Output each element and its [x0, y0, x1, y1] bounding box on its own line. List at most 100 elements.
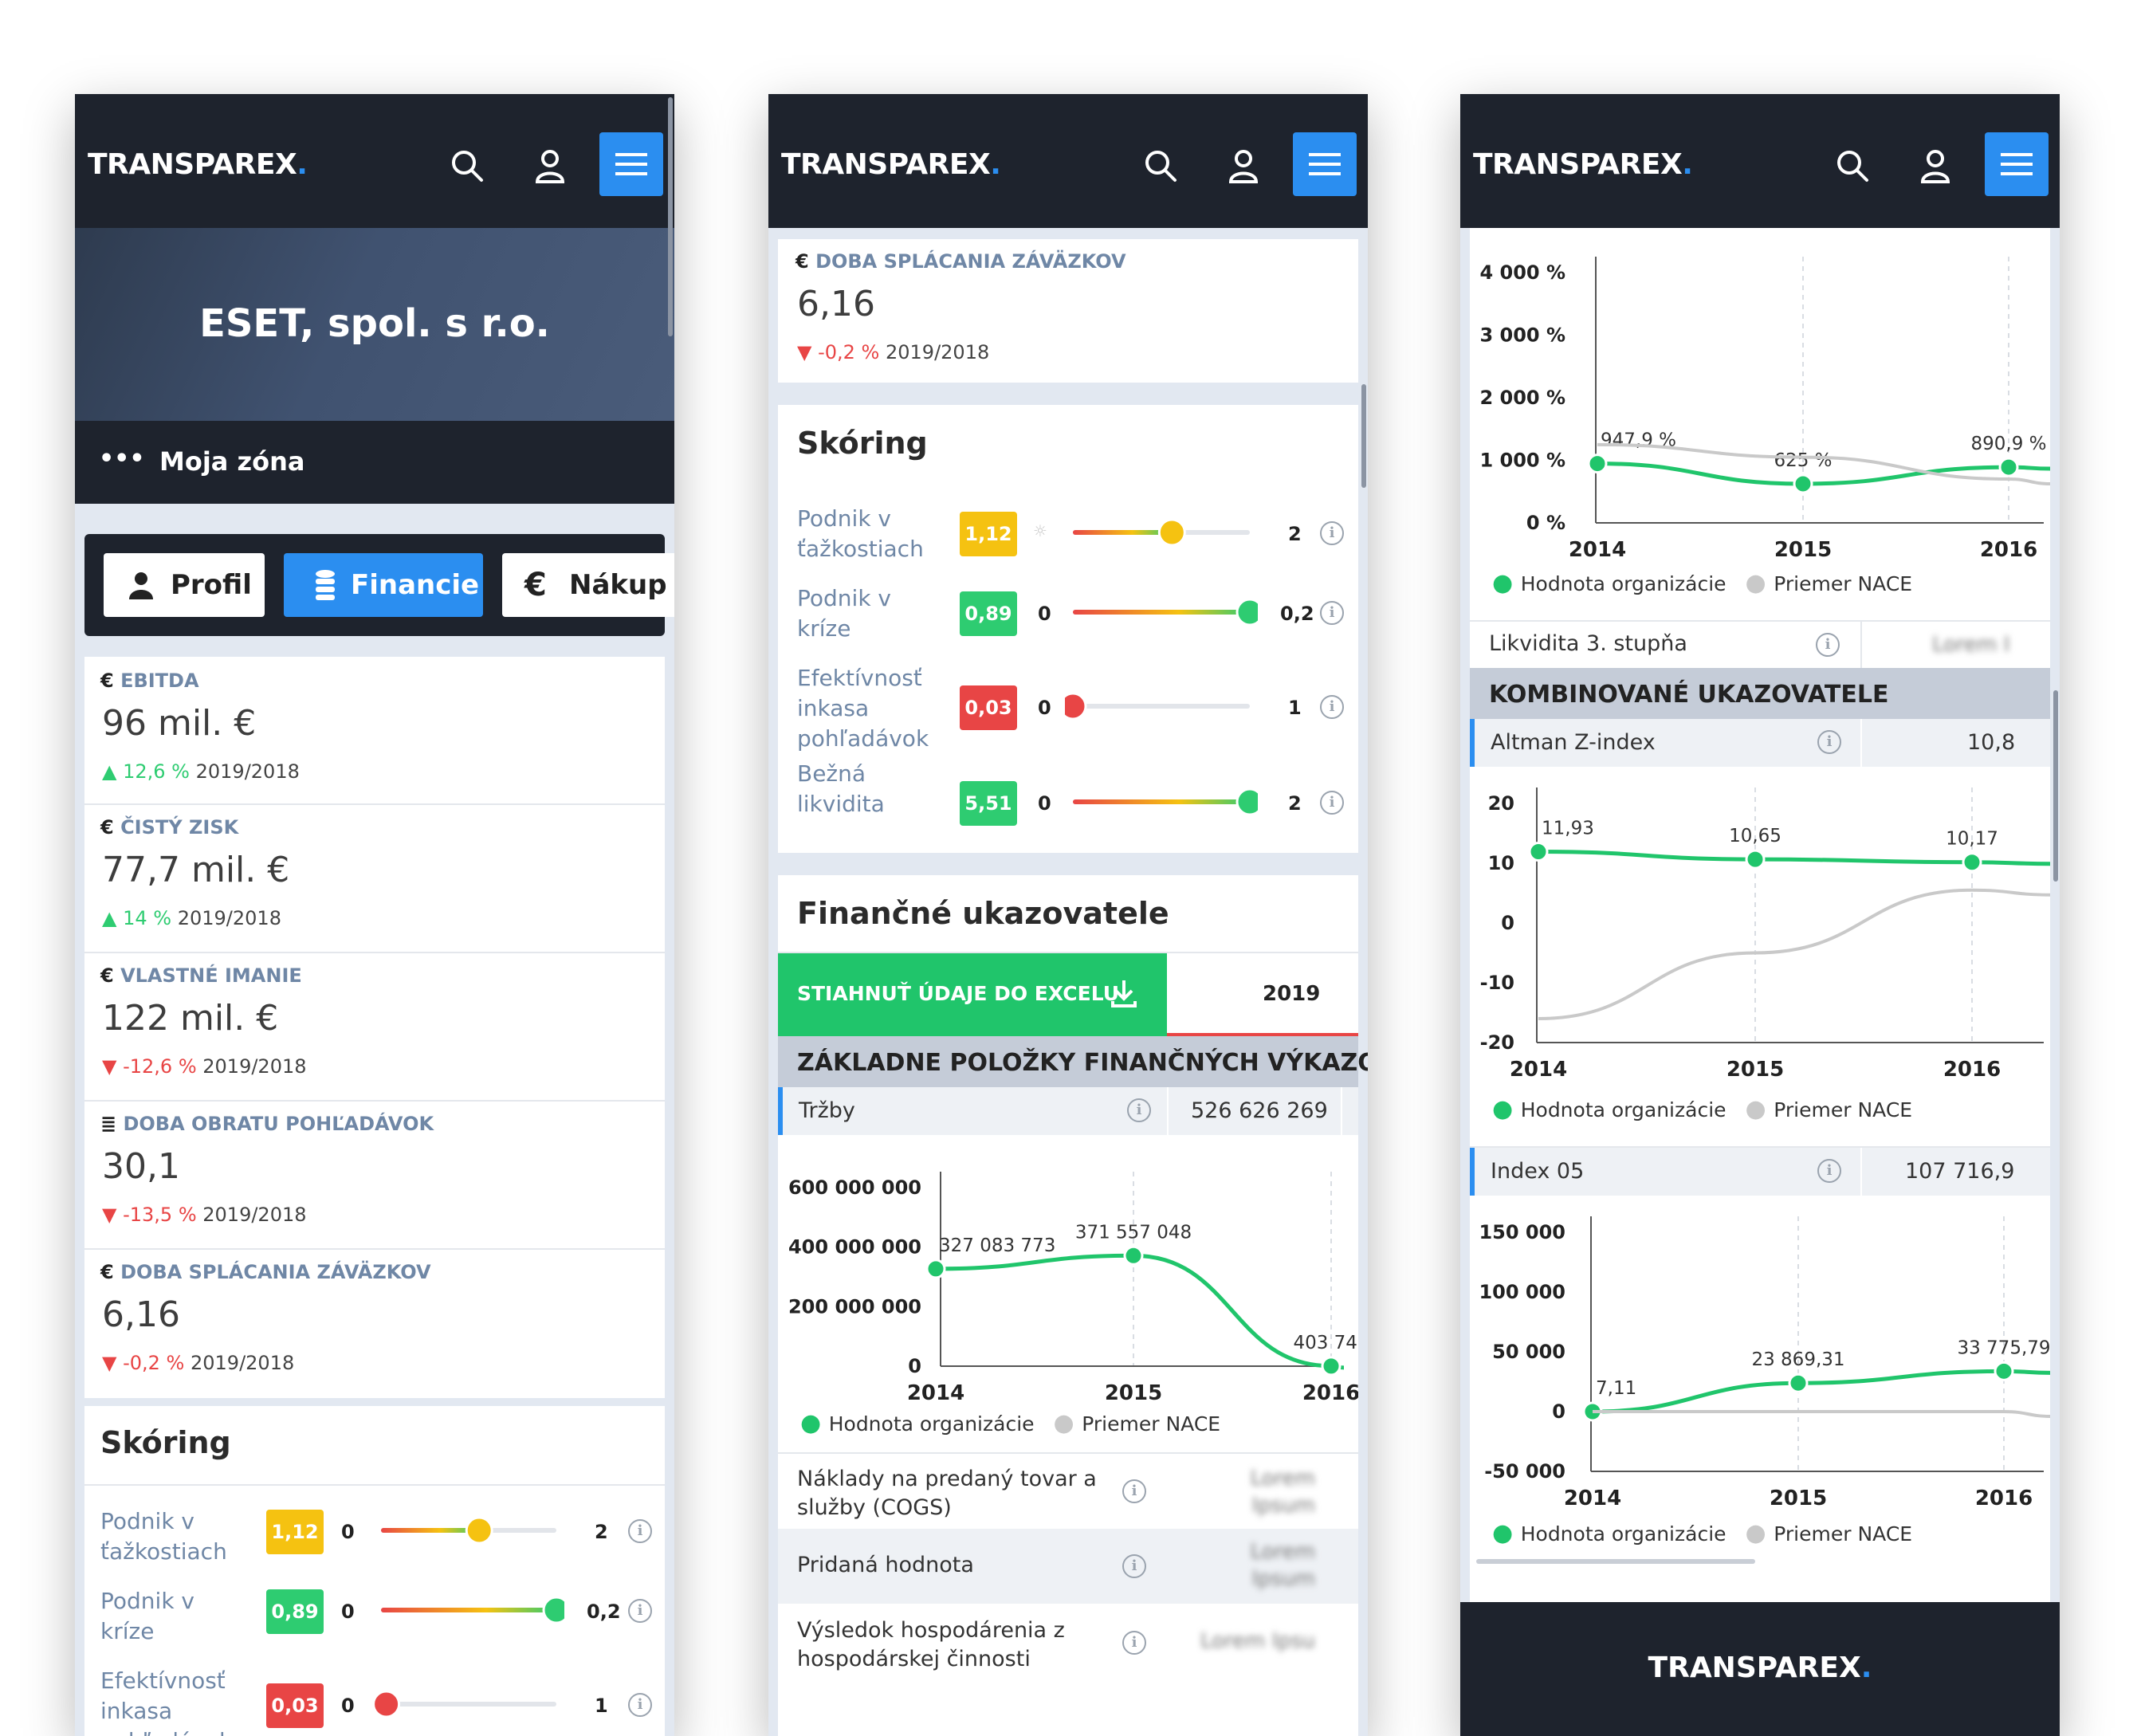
menu-button[interactable]: [1293, 132, 1357, 196]
kpi-label: € DOBA SPLÁCANIA ZÁVÄZKOV: [100, 1261, 431, 1283]
moja-zona-bar[interactable]: ••• Moja zóna: [75, 421, 674, 504]
score-badge: 1,12: [266, 1510, 324, 1554]
info-icon[interactable]: i: [1816, 633, 1840, 657]
data-label: 33 775,79: [1957, 1337, 2050, 1358]
slider-track: [1073, 704, 1250, 709]
scoring-label: Efektívnosť inkasa pohľadávok: [797, 665, 929, 752]
legend-dot-org: ●: [1492, 1095, 1521, 1123]
slider-knob[interactable]: [542, 1596, 564, 1624]
data-point: [1998, 457, 2019, 477]
scoring-label: Podnik v kríze: [797, 585, 892, 642]
score-badge: 0,89: [960, 591, 1017, 636]
x-tick-label: 2016: [1943, 1058, 2001, 1082]
table-row-altman[interactable]: Altman Z-index i 10,8: [1470, 719, 2050, 767]
kpi-card: € EBITDA 96 mil. € ▲ 12,6 % 2019/2018: [84, 657, 665, 803]
table-row[interactable]: Výsledok hospodárenia z hospodárskej čin…: [797, 1618, 1315, 1671]
info-icon[interactable]: i: [1320, 791, 1344, 815]
indicators-card: 4 000 % 3 000 % 2 000 % 1 000 % 0 % 2014 2015 2…: [1470, 228, 2050, 1659]
info-icon[interactable]: i: [1122, 1554, 1146, 1578]
slider-knob[interactable]: [1235, 598, 1258, 626]
info-icon[interactable]: i: [1122, 1631, 1146, 1655]
info-icon[interactable]: i: [628, 1599, 652, 1623]
scoring-label: Efektívnosť inkasa pohľadávok: [100, 1667, 232, 1736]
data-point: [1528, 842, 1549, 862]
scoring-title: Skóring: [100, 1425, 231, 1460]
y-tick-label: 100 000: [1479, 1281, 1565, 1303]
table-row[interactable]: Náklady na predaný tovar a služby (COGS)…: [797, 1467, 1315, 1520]
scoring-label: Podnik v kríze: [100, 1588, 195, 1644]
info-icon[interactable]: i: [1817, 730, 1841, 754]
scoring-label: Podnik v ťažkostiach: [797, 505, 924, 562]
menu-icon: [1309, 153, 1341, 175]
info-icon[interactable]: i: [1320, 601, 1344, 625]
user-icon[interactable]: [1916, 147, 1954, 185]
excel-download-button[interactable]: STIAHNUŤ ÚDAJE DO EXCELU: [778, 953, 1167, 1036]
slider-knob[interactable]: [1235, 787, 1258, 816]
search-icon[interactable]: [1141, 147, 1180, 185]
kpi-change: ▲ 14 % 2019/2018: [102, 907, 281, 929]
kpi-change: ▼ -13,5 % 2019/2018: [102, 1204, 307, 1226]
series-line-org: [935, 1253, 1345, 1370]
tab-financie[interactable]: Financie: [284, 553, 483, 617]
sun-icon: ☼: [1033, 521, 1047, 540]
slider-fill: [381, 1528, 480, 1533]
info-icon[interactable]: i: [1817, 1159, 1841, 1183]
table-row-index05[interactable]: Index 05 i 107 716,9: [1470, 1148, 2050, 1196]
kpi-change: ▼ -0,2 % 2019/2018: [102, 1352, 295, 1374]
score-badge: 0,89: [266, 1589, 324, 1634]
y-tick-label: -50 000: [1484, 1460, 1565, 1483]
tab-profil[interactable]: Profil: [104, 553, 265, 617]
user-icon[interactable]: [1224, 147, 1263, 185]
table-row-likvidita[interactable]: Likvidita 3. stupňa i Lorem I: [1470, 622, 2050, 668]
slider-knob[interactable]: [373, 1690, 401, 1718]
moja-zona-label: Moja zóna: [159, 446, 305, 477]
y-tick-label: 2 000 %: [1479, 387, 1565, 409]
info-icon[interactable]: i: [1127, 1098, 1151, 1122]
score-badge: 0,03: [960, 685, 1017, 730]
slider-knob[interactable]: [1065, 692, 1087, 721]
arrow-up-icon: ▲: [102, 907, 124, 929]
y-tick-label: 3 000 %: [1479, 324, 1565, 347]
scoring-title: Skóring: [797, 426, 928, 461]
slider-fill: [1073, 799, 1250, 804]
info-icon[interactable]: i: [1320, 521, 1344, 545]
kpi-value: 96 mil. €: [102, 703, 257, 744]
y-tick-label: -10: [1480, 972, 1514, 994]
x-tick-label: 2015: [1774, 538, 1832, 562]
user-icon[interactable]: [531, 147, 569, 185]
y-tick-label: 0: [1501, 912, 1514, 934]
kpi-label: € ČISTÝ ZISK: [100, 816, 239, 839]
kpi-card: ≣ DOBA OBRATU POHĽADÁVOK 30,1 ▼ -13,5 % …: [84, 1102, 665, 1248]
info-icon[interactable]: i: [628, 1519, 652, 1543]
slider-knob[interactable]: [1157, 518, 1186, 547]
footer-logo[interactable]: TRANSPAREX.: [1648, 1652, 1872, 1684]
more-dots-icon[interactable]: •••: [99, 445, 145, 473]
info-icon[interactable]: i: [1122, 1479, 1146, 1503]
info-icon[interactable]: i: [1320, 695, 1344, 719]
brand-logo[interactable]: TRANSPAREX.: [781, 148, 1001, 181]
brand-logo[interactable]: TRANSPAREX.: [1473, 148, 1693, 181]
line-chart-percent: 4 000 % 3 000 % 2 000 % 1 000 % 0 %2014 2015 2…: [1479, 257, 2050, 562]
horizontal-scrollbar[interactable]: [1476, 1559, 1755, 1564]
menu-button[interactable]: [1985, 132, 2049, 196]
legend-dot-org: ●: [1492, 569, 1521, 597]
x-tick-label: 2014: [1510, 1058, 1567, 1082]
euro-icon: €: [100, 1261, 121, 1283]
slider-fill: [381, 1608, 556, 1612]
brand-logo[interactable]: TRANSPAREX.: [88, 148, 308, 181]
legend-dot-nace: ●: [1745, 569, 1774, 597]
table-row-trzby[interactable]: Tržby i 526 626 269: [778, 1087, 1358, 1135]
table-row[interactable]: Pridaná hodnota i Lorem Ipsum: [778, 1529, 1358, 1604]
euro-icon: €: [100, 670, 121, 692]
data-label: 403 741: [1293, 1333, 1358, 1353]
search-icon[interactable]: [448, 147, 486, 185]
data-label: 625 %: [1774, 450, 1832, 471]
slider-knob[interactable]: [465, 1516, 493, 1545]
menu-button[interactable]: [599, 132, 663, 196]
search-icon[interactable]: [1833, 147, 1872, 185]
arrow-down-icon: ▼: [102, 1352, 124, 1374]
kpi-change: ▼ -12,6 % 2019/2018: [102, 1055, 307, 1078]
info-icon[interactable]: i: [628, 1693, 652, 1717]
tab-nakup[interactable]: € Nákup: [502, 553, 674, 617]
y-tick-label: 200 000 000: [788, 1295, 921, 1318]
